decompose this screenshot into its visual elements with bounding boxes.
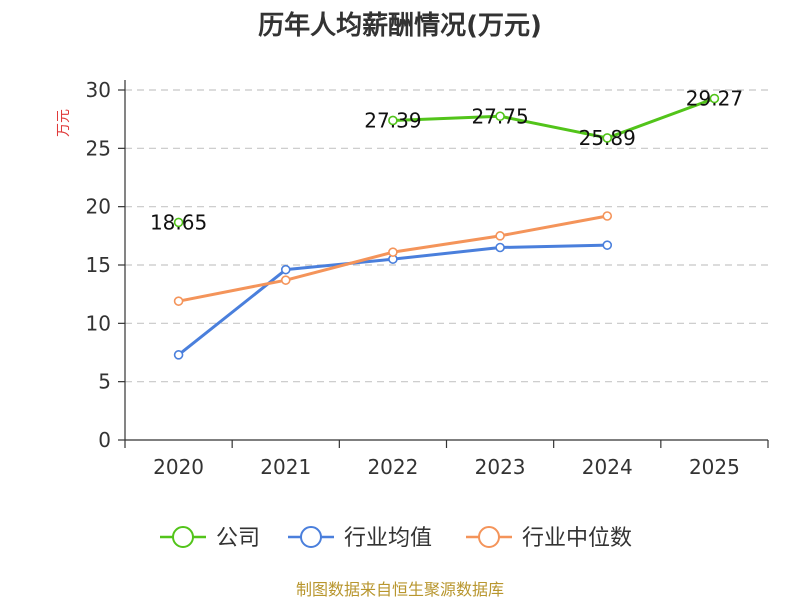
legend-marker-icon — [478, 526, 500, 548]
source-note: 制图数据来自恒生聚源数据库 — [296, 580, 504, 599]
legend-marker-icon — [300, 526, 322, 548]
legend-label: 公司 — [216, 526, 260, 551]
data-point — [173, 296, 184, 306]
data-point — [495, 111, 505, 122]
y-tick-label: 25 — [86, 136, 111, 160]
data-label: 27.39 — [364, 108, 421, 132]
y-tick-label: 20 — [86, 195, 111, 219]
legend-item-3[interactable]: 行业中位数 — [466, 526, 632, 551]
data-point — [709, 93, 720, 104]
data-point — [388, 115, 398, 126]
data-label: 29.27 — [686, 87, 743, 111]
data-label: 25.89 — [579, 126, 636, 150]
x-tick-label: 2025 — [689, 455, 740, 479]
data-label: 18.65 — [150, 210, 207, 234]
x-tick-label: 2023 — [475, 455, 526, 479]
y-tick-label: 10 — [86, 311, 111, 335]
series-3 — [173, 211, 613, 306]
y-tick-label: 5 — [98, 370, 111, 394]
x-tick-label: 2020 — [153, 455, 204, 479]
y-axis-label: 万元 — [56, 109, 72, 137]
chart-title: 历年人均薪酬情况(万元) — [258, 10, 542, 41]
data-point — [388, 247, 398, 257]
data-point — [173, 217, 184, 228]
data-point — [173, 350, 184, 360]
legend[interactable]: 公司 行业均值 行业中位数 — [160, 526, 632, 551]
legend-item-2[interactable]: 行业均值 — [288, 526, 432, 551]
y-tick-label: 15 — [86, 253, 111, 277]
x-tick-label: 2024 — [582, 455, 633, 479]
legend-item-1[interactable]: 公司 — [160, 526, 260, 551]
data-point — [602, 211, 613, 221]
y-tick-label: 0 — [98, 428, 111, 452]
data-label: 27.75 — [471, 104, 528, 128]
data-point — [602, 240, 613, 250]
data-labels: 18.65 27.39 27.75 25.89 29.27 — [150, 87, 743, 235]
data-point — [495, 242, 505, 253]
x-tick-label: 2022 — [367, 455, 418, 479]
series-lines — [173, 93, 720, 360]
series-1 — [173, 93, 720, 228]
legend-label: 行业均值 — [344, 526, 432, 551]
legend-label: 行业中位数 — [522, 526, 632, 551]
grid-lines — [125, 89, 768, 383]
data-point — [280, 275, 291, 285]
data-point — [280, 264, 291, 275]
data-point — [495, 231, 505, 241]
y-tick-label: 30 — [86, 78, 111, 102]
data-point — [602, 133, 613, 143]
series-line — [391, 97, 716, 140]
series-2 — [173, 240, 613, 360]
legend-marker-icon — [172, 526, 194, 548]
x-tick-label: 2021 — [260, 455, 311, 479]
